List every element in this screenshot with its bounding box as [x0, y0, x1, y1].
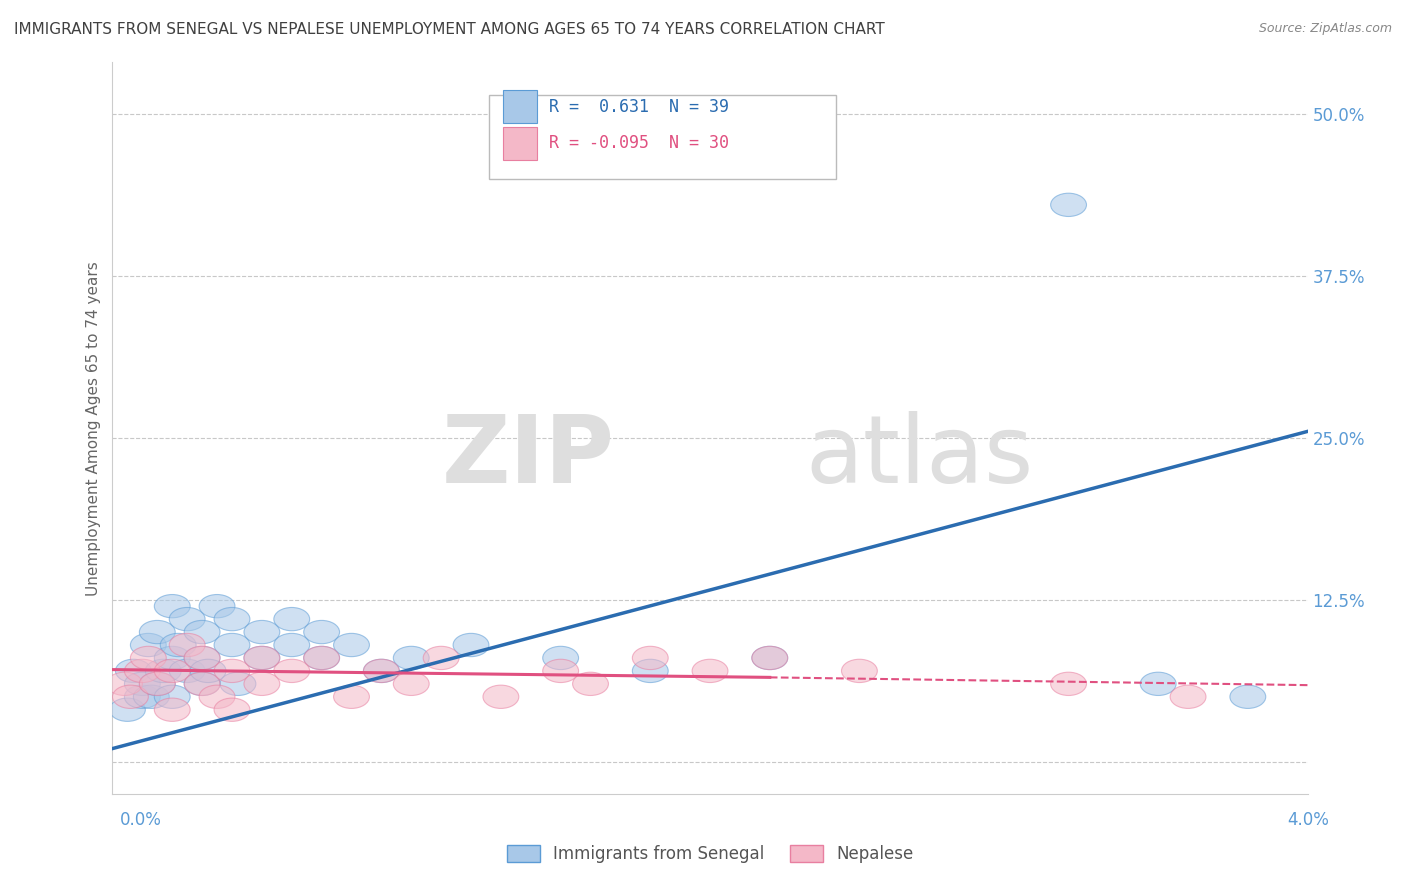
Ellipse shape: [842, 659, 877, 682]
Ellipse shape: [394, 647, 429, 670]
Ellipse shape: [184, 621, 221, 644]
Ellipse shape: [1050, 673, 1087, 696]
Ellipse shape: [1170, 685, 1206, 708]
Ellipse shape: [200, 685, 235, 708]
Ellipse shape: [274, 659, 309, 682]
FancyBboxPatch shape: [489, 95, 835, 179]
Ellipse shape: [484, 685, 519, 708]
Text: atlas: atlas: [806, 411, 1033, 503]
Ellipse shape: [274, 607, 309, 631]
Ellipse shape: [219, 673, 256, 696]
Ellipse shape: [139, 673, 176, 696]
Ellipse shape: [633, 647, 668, 670]
Ellipse shape: [190, 659, 226, 682]
Ellipse shape: [155, 659, 190, 682]
Text: Source: ZipAtlas.com: Source: ZipAtlas.com: [1258, 22, 1392, 36]
Ellipse shape: [169, 659, 205, 682]
FancyBboxPatch shape: [503, 127, 537, 160]
Ellipse shape: [131, 633, 166, 657]
Ellipse shape: [245, 647, 280, 670]
Ellipse shape: [184, 647, 221, 670]
Ellipse shape: [364, 659, 399, 682]
Ellipse shape: [110, 698, 145, 722]
Ellipse shape: [214, 607, 250, 631]
Ellipse shape: [184, 647, 221, 670]
Ellipse shape: [131, 647, 166, 670]
Ellipse shape: [333, 633, 370, 657]
Ellipse shape: [184, 673, 221, 696]
Ellipse shape: [134, 685, 169, 708]
Ellipse shape: [304, 621, 340, 644]
Text: R = -0.095  N = 30: R = -0.095 N = 30: [548, 135, 728, 153]
Ellipse shape: [214, 633, 250, 657]
Ellipse shape: [107, 673, 142, 696]
Text: R =  0.631  N = 39: R = 0.631 N = 39: [548, 98, 728, 116]
Ellipse shape: [633, 659, 668, 682]
Text: IMMIGRANTS FROM SENEGAL VS NEPALESE UNEMPLOYMENT AMONG AGES 65 TO 74 YEARS CORRE: IMMIGRANTS FROM SENEGAL VS NEPALESE UNEM…: [14, 22, 884, 37]
Ellipse shape: [333, 685, 370, 708]
Ellipse shape: [304, 647, 340, 670]
Ellipse shape: [155, 594, 190, 618]
Legend: Immigrants from Senegal, Nepalese: Immigrants from Senegal, Nepalese: [501, 838, 920, 870]
Ellipse shape: [572, 673, 609, 696]
Ellipse shape: [115, 659, 152, 682]
Ellipse shape: [1230, 685, 1265, 708]
Ellipse shape: [184, 673, 221, 696]
Ellipse shape: [214, 698, 250, 722]
Ellipse shape: [169, 607, 205, 631]
Ellipse shape: [752, 647, 787, 670]
Text: 0.0%: 0.0%: [120, 811, 162, 829]
Ellipse shape: [1140, 673, 1177, 696]
Ellipse shape: [752, 647, 787, 670]
Ellipse shape: [453, 633, 489, 657]
Ellipse shape: [139, 673, 176, 696]
Ellipse shape: [274, 633, 309, 657]
Ellipse shape: [304, 647, 340, 670]
Ellipse shape: [169, 633, 205, 657]
Ellipse shape: [155, 698, 190, 722]
Ellipse shape: [200, 594, 235, 618]
Ellipse shape: [155, 647, 190, 670]
Ellipse shape: [423, 647, 458, 670]
Ellipse shape: [543, 647, 579, 670]
Ellipse shape: [245, 673, 280, 696]
Text: 4.0%: 4.0%: [1286, 811, 1329, 829]
Ellipse shape: [125, 673, 160, 696]
FancyBboxPatch shape: [503, 90, 537, 123]
Ellipse shape: [245, 647, 280, 670]
Y-axis label: Unemployment Among Ages 65 to 74 years: Unemployment Among Ages 65 to 74 years: [86, 260, 101, 596]
Ellipse shape: [245, 621, 280, 644]
Ellipse shape: [125, 659, 160, 682]
Ellipse shape: [160, 633, 197, 657]
Ellipse shape: [394, 673, 429, 696]
Ellipse shape: [214, 659, 250, 682]
Ellipse shape: [692, 659, 728, 682]
Ellipse shape: [155, 685, 190, 708]
Ellipse shape: [145, 659, 181, 682]
Ellipse shape: [139, 621, 176, 644]
Ellipse shape: [112, 685, 149, 708]
Ellipse shape: [125, 685, 160, 708]
Text: ZIP: ZIP: [441, 411, 614, 503]
Ellipse shape: [1050, 194, 1087, 217]
Ellipse shape: [543, 659, 579, 682]
Ellipse shape: [364, 659, 399, 682]
